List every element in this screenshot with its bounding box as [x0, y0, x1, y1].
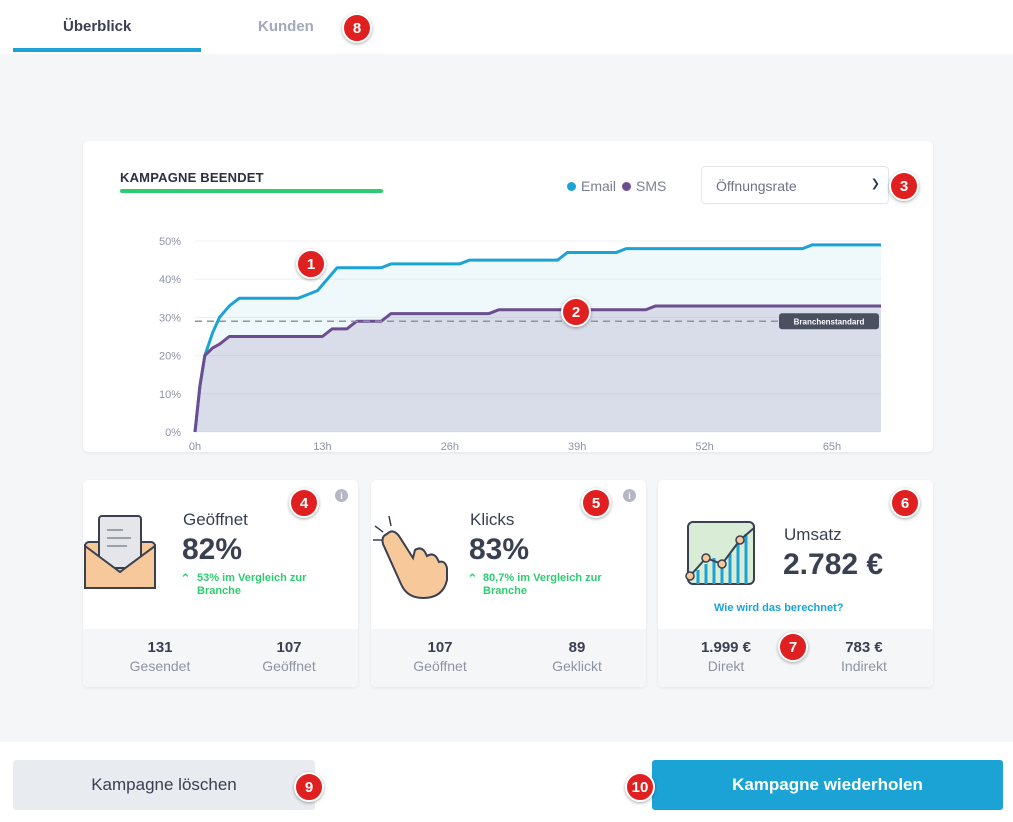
y-tick-label: 30% — [159, 312, 181, 324]
clicked-count: 89 — [568, 639, 586, 656]
clicks-opened-count: 107 — [427, 639, 453, 656]
annotation-marker-8: 8 — [342, 13, 372, 43]
clicks-comparison-line1: 80,7% im Vergleich zur — [483, 572, 602, 584]
series-line-email — [193, 243, 881, 433]
sent-stat: 131 Gesendet — [105, 639, 215, 674]
envelope-icon — [84, 515, 156, 589]
up-arrow-icon: ⌃ — [180, 571, 191, 586]
y-tick-label: 50% — [159, 236, 181, 248]
y-tick-label: 10% — [159, 389, 181, 401]
clicks-comparison: 80,7% im Vergleich zur Branche — [483, 572, 602, 598]
direct-revenue-label: Direkt — [707, 658, 745, 674]
revenue-label: Umsatz — [784, 525, 842, 544]
opened-count-label: Geöffnet — [262, 658, 316, 674]
benchmark-label: Branchenstandard — [794, 318, 865, 327]
clicked-stat: 89 Geklickt — [522, 639, 632, 674]
metric-select-value: Öffnungsrate — [716, 178, 797, 194]
sent-label: Gesendet — [129, 658, 191, 674]
x-tick-label: 0h — [189, 441, 201, 452]
up-arrow-icon: ⌃ — [467, 571, 478, 586]
annotation-marker-6: 6 — [890, 488, 920, 518]
opened-card: i Geöffnet 82% ⌃ 53% im Vergleich zur Br… — [83, 480, 358, 687]
series-line-sms — [193, 304, 881, 433]
open-rate-chart: 0% 10% 20% 30% 40% 50% 0h 13h 26h 39h 52h 65h Branch… — [159, 236, 881, 452]
opened-card-footer: 131 Gesendet 107 Geöffnet — [83, 629, 358, 687]
revenue-value: 2.782 € — [783, 548, 884, 581]
clicks-opened-stat: 107 Geöffnet — [385, 639, 495, 674]
legend-sms: SMS — [622, 178, 666, 194]
tab-customers[interactable]: Kunden — [258, 18, 314, 35]
x-tick-label: 13h — [313, 441, 331, 452]
direct-revenue-stat: 1.999 € Direkt — [671, 639, 781, 674]
annotation-marker-5: 5 — [581, 488, 611, 518]
sent-count: 131 — [147, 639, 173, 656]
annotation-marker-3: 3 — [889, 171, 919, 201]
direct-revenue-value: 1.999 € — [700, 639, 752, 656]
metric-select[interactable]: Öffnungsrate ❯ — [701, 166, 889, 204]
annotation-marker-2: 2 — [561, 297, 591, 327]
pointing-hand-icon — [373, 515, 448, 600]
y-tick-label: 0% — [165, 427, 181, 439]
series-area-sms — [195, 305, 881, 432]
x-tick-label: 65h — [823, 441, 841, 452]
active-tab-indicator — [13, 48, 201, 52]
opened-label: Geöffnet — [183, 510, 248, 529]
opened-count: 107 — [276, 639, 302, 656]
delete-campaign-button[interactable]: Kampagne löschen — [13, 760, 315, 810]
campaign-chart-card: KAMPAGNE BEENDET Email SMS Öffnungsrate … — [83, 141, 933, 452]
indirect-revenue-stat: 783 € Indirekt — [809, 639, 919, 674]
opened-comparison-line2: Branche — [197, 585, 242, 597]
opened-stat: 107 Geöffnet — [234, 639, 344, 674]
chevron-down-icon: ❯ — [870, 178, 880, 190]
campaign-status-title: KAMPAGNE BEENDET — [120, 170, 264, 185]
sms-dot-icon — [622, 182, 632, 191]
indirect-revenue-value: 783 € — [845, 639, 883, 656]
annotation-marker-4: 4 — [289, 488, 319, 518]
x-tick-label: 52h — [695, 441, 713, 452]
clicks-label: Klicks — [470, 510, 515, 529]
chart-legend: Email SMS — [567, 178, 666, 194]
legend-email: Email — [567, 178, 616, 194]
email-dot-icon — [567, 182, 576, 191]
y-tick-label: 40% — [159, 274, 181, 286]
clicked-label: Geklickt — [552, 658, 602, 674]
opened-value: 82% — [182, 533, 243, 566]
tab-bar: Überblick Kunden — [0, 0, 1013, 54]
revenue-calculation-link[interactable]: Wie wird das berechnet? — [714, 602, 844, 614]
clicks-opened-label: Geöffnet — [413, 658, 467, 674]
growth-chart-icon — [685, 521, 755, 585]
opened-comparison: 53% im Vergleich zur Branche — [197, 572, 306, 598]
annotation-marker-10: 10 — [625, 772, 655, 802]
annotation-marker-1: 1 — [296, 249, 326, 279]
benchmark-badge — [779, 313, 879, 330]
x-tick-label: 39h — [568, 441, 586, 452]
repeat-campaign-button[interactable]: Kampagne wiederholen — [652, 760, 1003, 810]
indirect-revenue-label: Indirekt — [841, 658, 887, 674]
series-area-email — [195, 244, 881, 432]
tab-overview[interactable]: Überblick — [63, 18, 132, 35]
y-tick-label: 20% — [159, 351, 181, 363]
legend-email-label: Email — [581, 178, 617, 194]
clicks-comparison-line2: Branche — [483, 585, 528, 597]
info-icon[interactable]: i — [623, 489, 636, 502]
clicks-card-footer: 107 Geöffnet 89 Geklickt — [371, 629, 646, 687]
legend-sms-label: SMS — [636, 178, 667, 194]
clicks-value: 83% — [469, 533, 530, 566]
annotation-marker-9: 9 — [294, 772, 324, 802]
info-icon[interactable]: i — [335, 489, 348, 502]
opened-comparison-line1: 53% im Vergleich zur — [197, 572, 307, 584]
annotation-marker-7: 7 — [778, 632, 808, 662]
campaign-status-bar — [120, 189, 383, 193]
x-tick-label: 26h — [441, 441, 459, 452]
